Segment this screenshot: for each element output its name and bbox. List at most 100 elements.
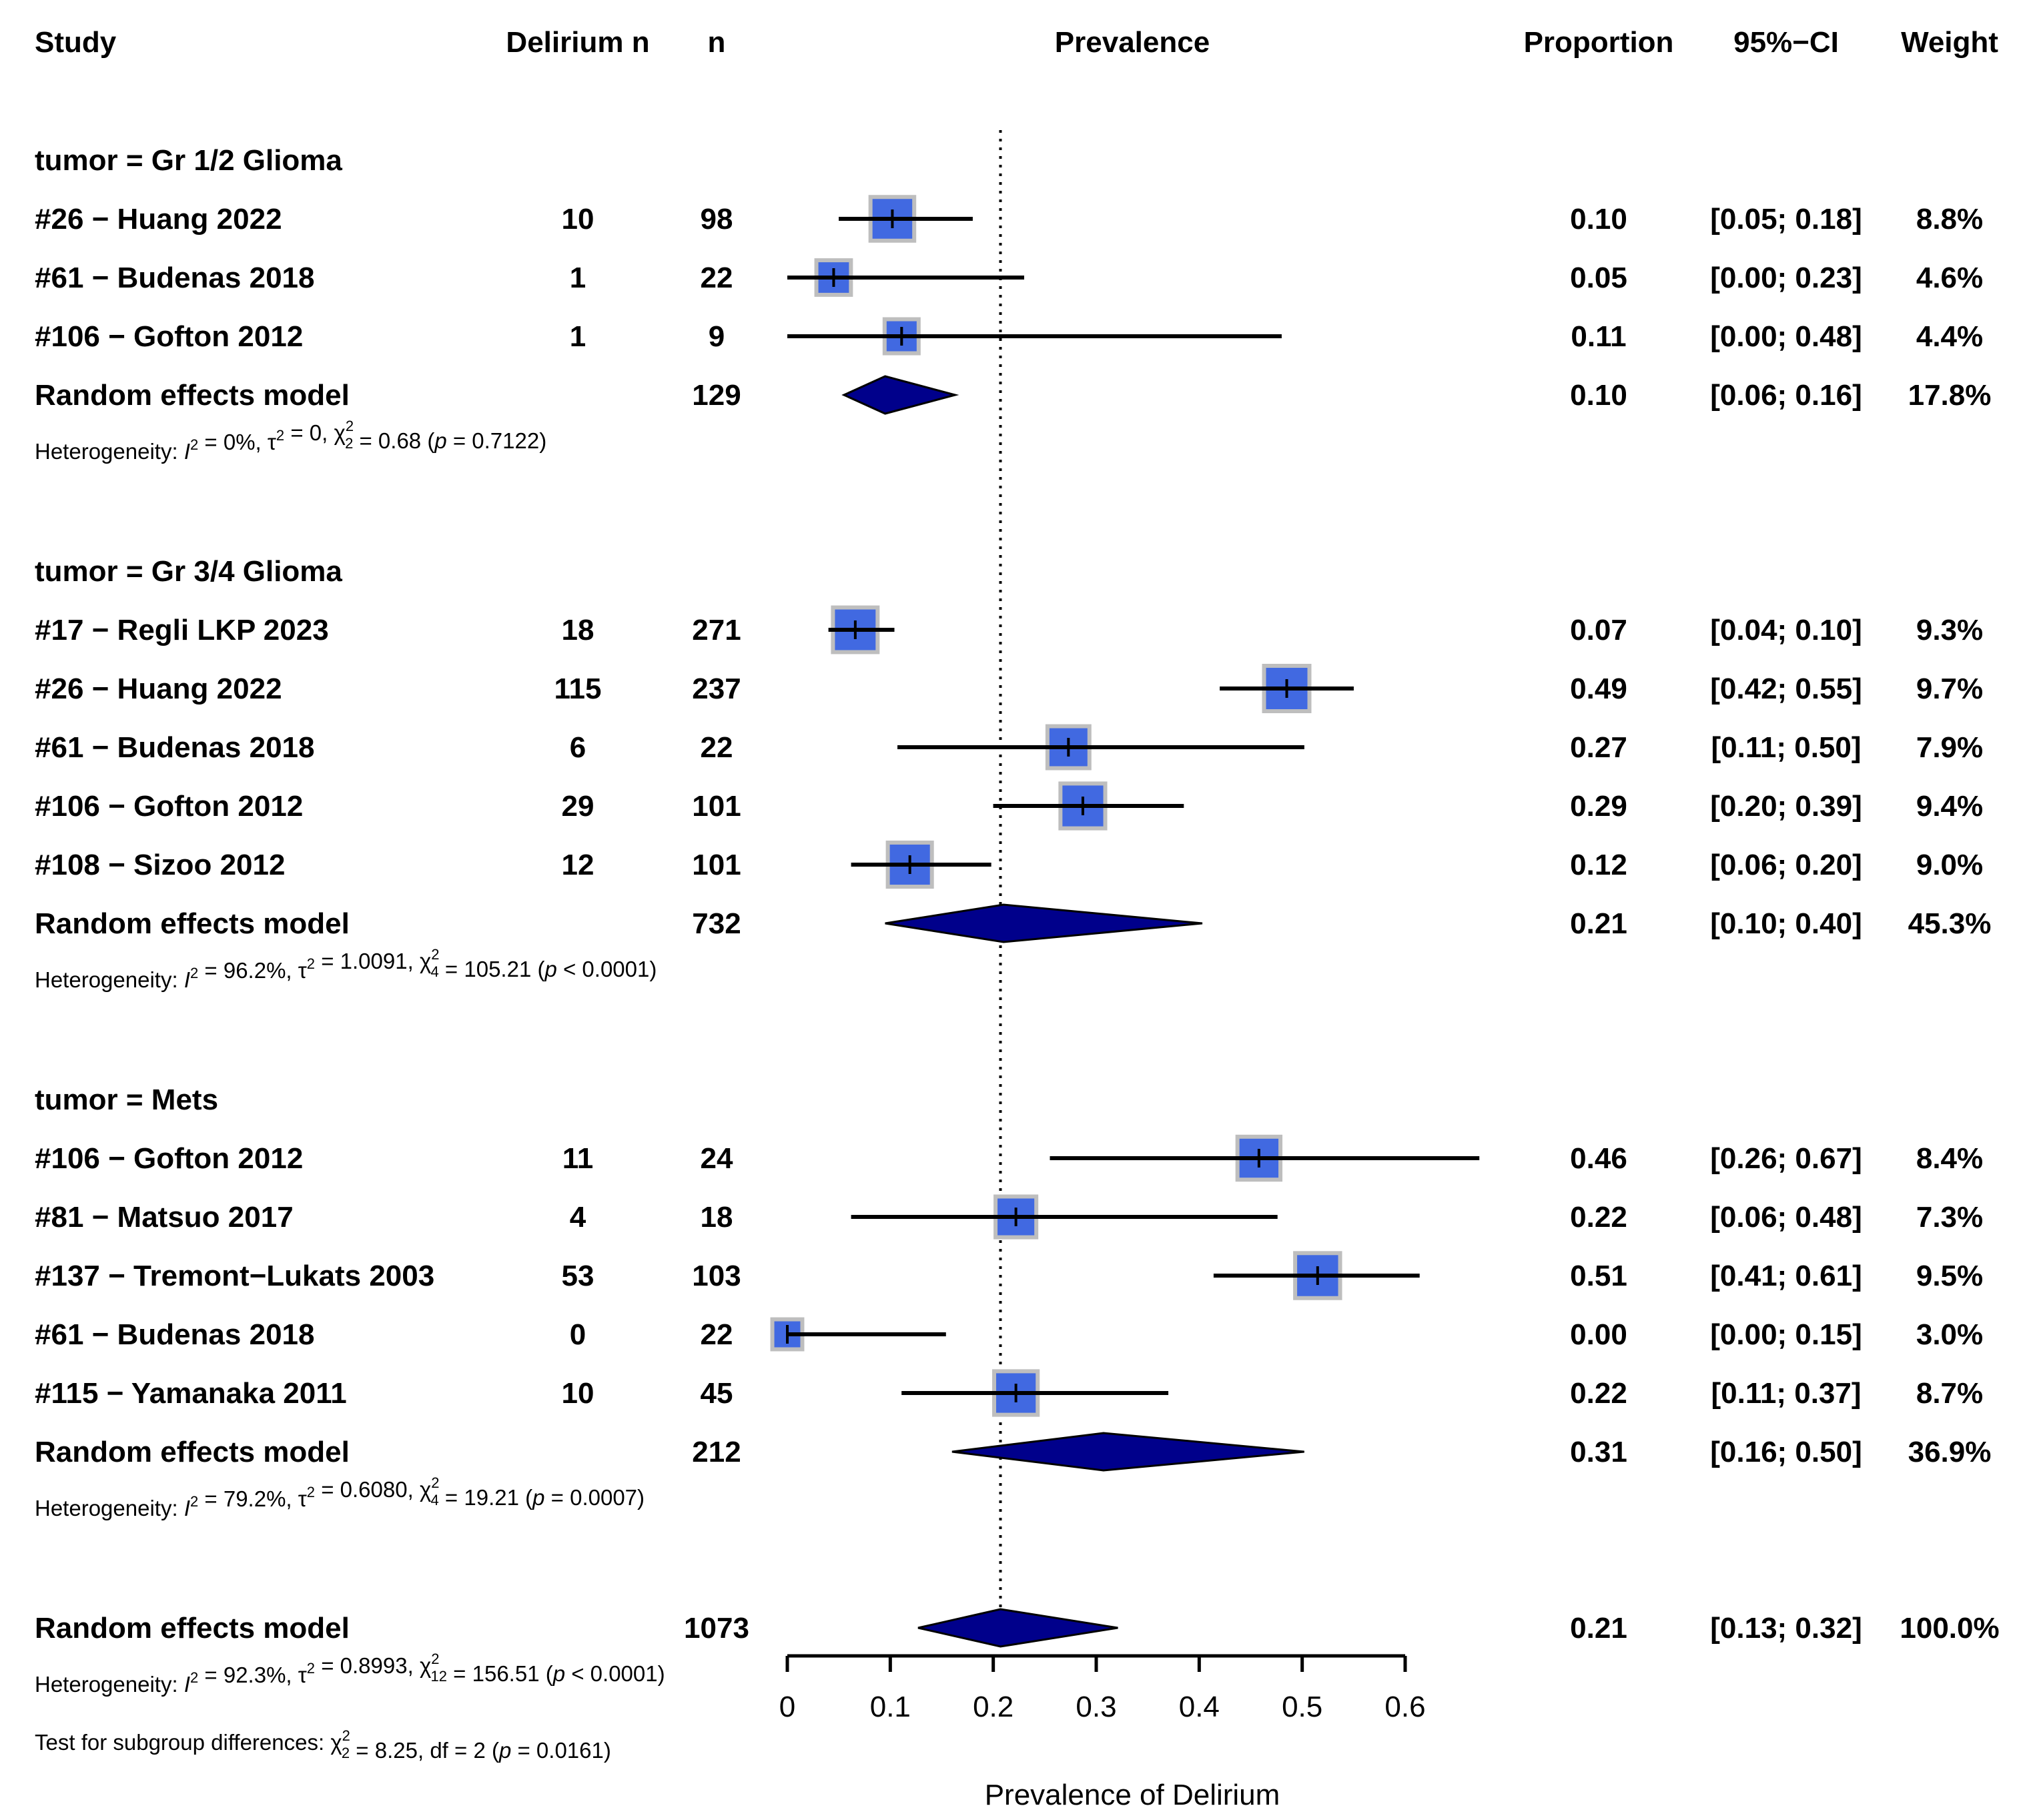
group-2-study-1-n: 18 bbox=[701, 1201, 733, 1234]
group-1-study-0-ci: [0.04; 0.10] bbox=[1710, 614, 1862, 646]
x-tick-label: 0.4 bbox=[1179, 1691, 1220, 1723]
group-1-title: tumor = Gr 3/4 Glioma bbox=[35, 555, 342, 588]
group-1-heterogeneity: Heterogeneity: I2 = 96.2%, τ2 = 1.0091, … bbox=[35, 946, 657, 992]
group-2-study-1-ci: [0.06; 0.48] bbox=[1710, 1201, 1862, 1234]
group-1-study-4-weight: 9.0% bbox=[1916, 849, 1983, 881]
group-1-study-3-weight: 9.4% bbox=[1916, 790, 1983, 823]
group-2-study-4-n: 45 bbox=[701, 1377, 733, 1410]
header-n: n bbox=[708, 26, 726, 59]
group-0-study-0-events: 10 bbox=[562, 203, 594, 236]
group-0-study-1-proportion: 0.05 bbox=[1570, 262, 1627, 294]
group-2-model-proportion: 0.31 bbox=[1570, 1436, 1627, 1468]
model-diamond bbox=[841, 375, 959, 415]
group-1-study-3-label: #106 − Gofton 2012 bbox=[35, 790, 303, 823]
group-1-study-2-n: 22 bbox=[701, 731, 733, 764]
group-1-study-4-proportion: 0.12 bbox=[1570, 849, 1627, 881]
group-2-study-0-ci: [0.26; 0.67] bbox=[1710, 1142, 1862, 1175]
group-2-model-ci: [0.16; 0.50] bbox=[1710, 1436, 1862, 1468]
header-events: Delirium n bbox=[506, 26, 649, 59]
group-1-study-3-ci: [0.20; 0.39] bbox=[1710, 790, 1862, 823]
header-ci: 95%−CI bbox=[1733, 26, 1839, 59]
group-2-study-4-label: #115 − Yamanaka 2011 bbox=[35, 1377, 347, 1410]
group-0-model-ci: [0.06; 0.16] bbox=[1710, 379, 1862, 412]
group-1-model-weight: 45.3% bbox=[1908, 907, 1992, 940]
group-0-study-1-events: 1 bbox=[570, 262, 586, 294]
group-0-title: tumor = Gr 1/2 Glioma bbox=[35, 144, 342, 177]
group-2-study-0-weight: 8.4% bbox=[1916, 1142, 1983, 1175]
x-axis-label: Prevalence of Delirium bbox=[985, 1779, 1280, 1811]
group-2-study-1-weight: 7.3% bbox=[1916, 1201, 1983, 1234]
subgroup-test: Test for subgroup differences: χ2 2 = 8.2… bbox=[35, 1727, 611, 1763]
group-2-study-2-events: 53 bbox=[562, 1260, 594, 1292]
group-1-study-0-label: #17 − Regli LKP 2023 bbox=[35, 614, 329, 646]
group-2-study-1-proportion: 0.22 bbox=[1570, 1201, 1627, 1234]
group-1-model-proportion: 0.21 bbox=[1570, 907, 1627, 940]
group-2-study-2-label: #137 − Tremont−Lukats 2003 bbox=[35, 1260, 434, 1292]
group-1-model-label: Random effects model bbox=[35, 907, 350, 940]
group-0-study-2-proportion: 0.11 bbox=[1571, 320, 1626, 353]
group-2-study-3-ci: [0.00; 0.15] bbox=[1710, 1318, 1862, 1351]
group-2-study-1-events: 4 bbox=[570, 1201, 586, 1234]
group-1-study-3-n: 101 bbox=[692, 790, 741, 823]
group-0-model-label: Random effects model bbox=[35, 379, 350, 412]
group-1-model-n: 732 bbox=[692, 907, 741, 940]
group-0-study-2-label: #106 − Gofton 2012 bbox=[35, 320, 303, 353]
group-2-model-weight: 36.9% bbox=[1908, 1436, 1992, 1468]
group-1-study-1-label: #26 − Huang 2022 bbox=[35, 672, 282, 705]
x-tick-label: 0.6 bbox=[1384, 1691, 1425, 1723]
group-2-study-3-proportion: 0.00 bbox=[1570, 1318, 1627, 1351]
model-diamond bbox=[885, 903, 1203, 943]
overall-heterogeneity: Heterogeneity: I2 = 92.3%, τ2 = 0.8993, … bbox=[35, 1651, 665, 1697]
group-0-model-n: 129 bbox=[692, 379, 741, 412]
group-2-study-2-weight: 9.5% bbox=[1916, 1260, 1983, 1292]
group-1-study-4-events: 12 bbox=[562, 849, 594, 881]
group-0-study-1-label: #61 − Budenas 2018 bbox=[35, 262, 314, 294]
overall-model-weight: 100.0% bbox=[1900, 1612, 1999, 1645]
overall-model-ci: [0.13; 0.32] bbox=[1710, 1612, 1862, 1645]
group-0-study-2-events: 1 bbox=[570, 320, 586, 353]
group-0-study-0-proportion: 0.10 bbox=[1570, 203, 1627, 236]
model-diamond bbox=[917, 1608, 1118, 1648]
group-1-study-1-weight: 9.7% bbox=[1916, 672, 1983, 705]
group-0-study-0-weight: 8.8% bbox=[1916, 203, 1983, 236]
group-1-study-2-ci: [0.11; 0.50] bbox=[1711, 731, 1861, 764]
header-proportion: Proportion bbox=[1524, 26, 1674, 59]
header-study: Study bbox=[35, 26, 117, 59]
group-2-study-3-weight: 3.0% bbox=[1916, 1318, 1983, 1351]
overall-model-proportion: 0.21 bbox=[1570, 1612, 1627, 1645]
group-2-model-n: 212 bbox=[692, 1436, 741, 1468]
group-1-study-2-label: #61 − Budenas 2018 bbox=[35, 731, 314, 764]
group-2-heterogeneity: Heterogeneity: I2 = 79.2%, τ2 = 0.6080, … bbox=[35, 1474, 645, 1520]
group-2-study-0-events: 11 bbox=[562, 1142, 594, 1175]
group-2-study-3-n: 22 bbox=[701, 1318, 733, 1351]
group-0-model-proportion: 0.10 bbox=[1570, 379, 1627, 412]
group-1-study-0-events: 18 bbox=[562, 614, 594, 646]
group-1-study-3-events: 29 bbox=[562, 790, 594, 823]
group-0-study-0-label: #26 − Huang 2022 bbox=[35, 203, 282, 236]
group-1-study-4-ci: [0.06; 0.20] bbox=[1710, 849, 1862, 881]
x-tick-label: 0 bbox=[779, 1691, 795, 1723]
group-0-study-0-n: 98 bbox=[701, 203, 733, 236]
overall-model-label: Random effects model bbox=[35, 1612, 350, 1645]
group-0-study-2-n: 9 bbox=[709, 320, 725, 353]
group-1-study-0-n: 271 bbox=[692, 614, 741, 646]
group-1-study-2-weight: 7.9% bbox=[1916, 731, 1983, 764]
group-0-study-1-n: 22 bbox=[701, 262, 733, 294]
group-2-study-0-proportion: 0.46 bbox=[1570, 1142, 1627, 1175]
header-weight: Weight bbox=[1901, 26, 1998, 59]
group-0-study-1-weight: 4.6% bbox=[1916, 262, 1983, 294]
group-2-study-0-n: 24 bbox=[701, 1142, 733, 1175]
overall-model-n: 1073 bbox=[684, 1612, 749, 1645]
group-1-study-3-proportion: 0.29 bbox=[1570, 790, 1627, 823]
x-tick-label: 0.1 bbox=[870, 1691, 911, 1723]
group-1-study-4-label: #108 − Sizoo 2012 bbox=[35, 849, 285, 881]
x-tick-label: 0.2 bbox=[973, 1691, 1014, 1723]
group-1-study-2-proportion: 0.27 bbox=[1570, 731, 1627, 764]
group-2-study-4-events: 10 bbox=[562, 1377, 594, 1410]
group-1-study-0-weight: 9.3% bbox=[1916, 614, 1983, 646]
group-2-study-4-ci: [0.11; 0.37] bbox=[1711, 1377, 1861, 1410]
group-0-heterogeneity: Heterogeneity: I2 = 0%, τ2 = 0, χ2 2 = 0.… bbox=[35, 418, 546, 464]
group-1-study-2-events: 6 bbox=[570, 731, 586, 764]
group-0-study-2-ci: [0.00; 0.48] bbox=[1710, 320, 1862, 353]
